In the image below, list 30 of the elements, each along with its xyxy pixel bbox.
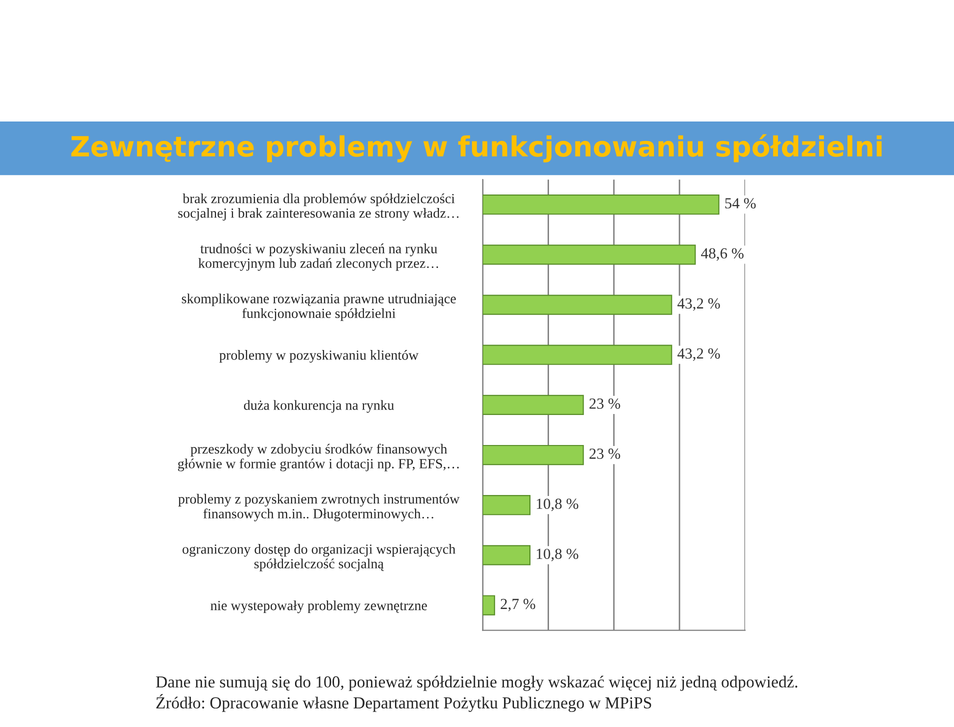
y-tick-label: problemy z pozyskaniem zwrotnych instrumentów finansowych m.in.. Długoterminowych… [178,494,460,522]
bar [482,394,584,416]
bar [482,294,672,315]
data-label: 23 % [590,448,620,459]
data-label: 2,7 % [500,598,536,612]
text: Dane nie sumują się do 100, ponieważ spółdzielnie mogły wskazać więcej niż jedną odpowiedź. [156,676,798,691]
text: Źródło: Opracowanie własne Departament Pożytku Publicznego w MPiPS [156,694,652,712]
bar [482,194,720,215]
y-tick-label: problemy w pozyskiwaniu klientów [219,350,418,363]
y-tick-label: trudności w pozyskiwaniu zleceń na rynku komercyjnym lub zadań zleconych przez… [198,244,438,271]
data-label: 48,6 % [701,248,744,261]
y-tick-label: ograniczony dostęp do organizacji wspierających spółdzielczość socjalną [182,544,456,572]
bar [482,495,530,516]
bar [482,344,672,365]
data-label: 43,2 % [677,348,720,361]
data-label: 43,2 % [677,298,720,311]
y-tick-label: skomplikowane rozwiązania prawne utrudniające funkcjonownaie spółdzielni [182,294,456,321]
data-label: 10,8 % [536,498,578,512]
data-label: 54 % [725,198,756,208]
y-tick-label: nie wystepowały problemy zewnętrzne [210,600,427,614]
data-label: 23 % [590,398,620,409]
bar [482,244,696,265]
data-label: 10,8 % [536,548,578,562]
chart-title: Zewnętrzne problemy w funkcjonowaniu spółdzielni [71,134,882,162]
y-tick-label: duża konkurencja na rynku [244,400,394,413]
y-tick-label: przeszkody w zdobyciu środków finansowych głównie w formie grantów i dotacji np. FP, EFS,… [178,444,459,472]
bar [482,545,530,566]
bar [482,444,584,466]
bar [482,595,496,616]
y-tick-label: brak zrozumienia dla problemów spółdzielczości socjalnej i brak zainteresowania ze strony władz… [178,193,459,221]
